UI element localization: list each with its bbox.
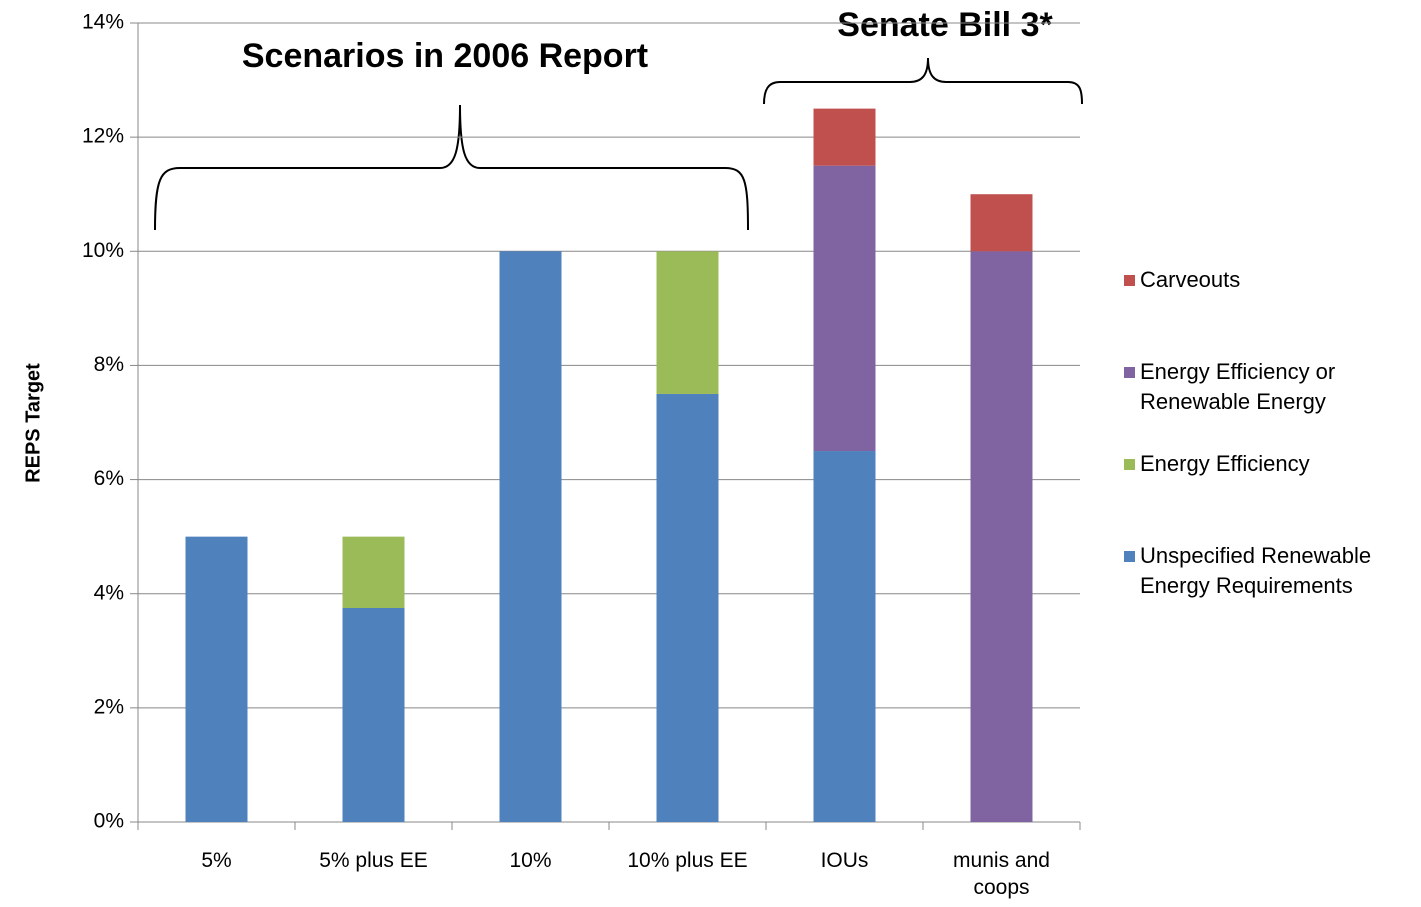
x-tick-label: 10% <box>509 849 552 872</box>
y-tick-label: 14% <box>82 11 124 34</box>
legend-label: Unspecified Renewable Energy Requirement… <box>1140 543 1372 598</box>
y-tick-label: 2% <box>94 695 124 718</box>
bar-segment <box>342 536 405 608</box>
annotation: Senate Bill 3* <box>837 6 1053 44</box>
x-tick-label: 5% plus EE <box>319 849 428 872</box>
brace <box>154 104 749 231</box>
legend-swatch <box>1124 275 1135 286</box>
y-tick-label: 10% <box>82 239 124 262</box>
bar-segment <box>813 108 876 166</box>
y-tick-label: 0% <box>94 810 124 833</box>
annotation: Scenarios in 2006 Report <box>242 37 648 75</box>
bar-segment <box>656 251 719 394</box>
y-tick-label: 6% <box>94 467 124 490</box>
bar-segment <box>813 451 876 822</box>
bar-segment <box>499 251 562 823</box>
brace <box>763 57 1083 105</box>
legend-label: Carveouts <box>1140 267 1241 292</box>
legend-swatch <box>1124 459 1135 470</box>
legend-swatch <box>1124 367 1135 378</box>
legend-swatch <box>1124 551 1135 562</box>
x-tick-label: munis and coops <box>953 849 1050 899</box>
y-axis-label: REPS Target <box>22 363 44 483</box>
x-tick-label: 5% <box>201 849 232 872</box>
y-tick-label: 4% <box>94 581 124 604</box>
bar-segment <box>970 194 1033 252</box>
x-tick-label: IOUs <box>820 849 869 872</box>
bar-segment <box>656 393 719 822</box>
y-tick-label: 12% <box>82 125 124 148</box>
y-tick-label: 8% <box>94 353 124 376</box>
bar-segment <box>813 165 876 452</box>
bar-segment <box>970 251 1033 823</box>
bar-segment <box>342 607 405 822</box>
bar-segment <box>185 536 248 822</box>
legend-label: Energy Efficiency or Renewable Energy <box>1140 359 1336 414</box>
x-tick-label: 10% plus EE <box>627 849 748 872</box>
legend-label: Energy Efficiency <box>1140 451 1310 476</box>
